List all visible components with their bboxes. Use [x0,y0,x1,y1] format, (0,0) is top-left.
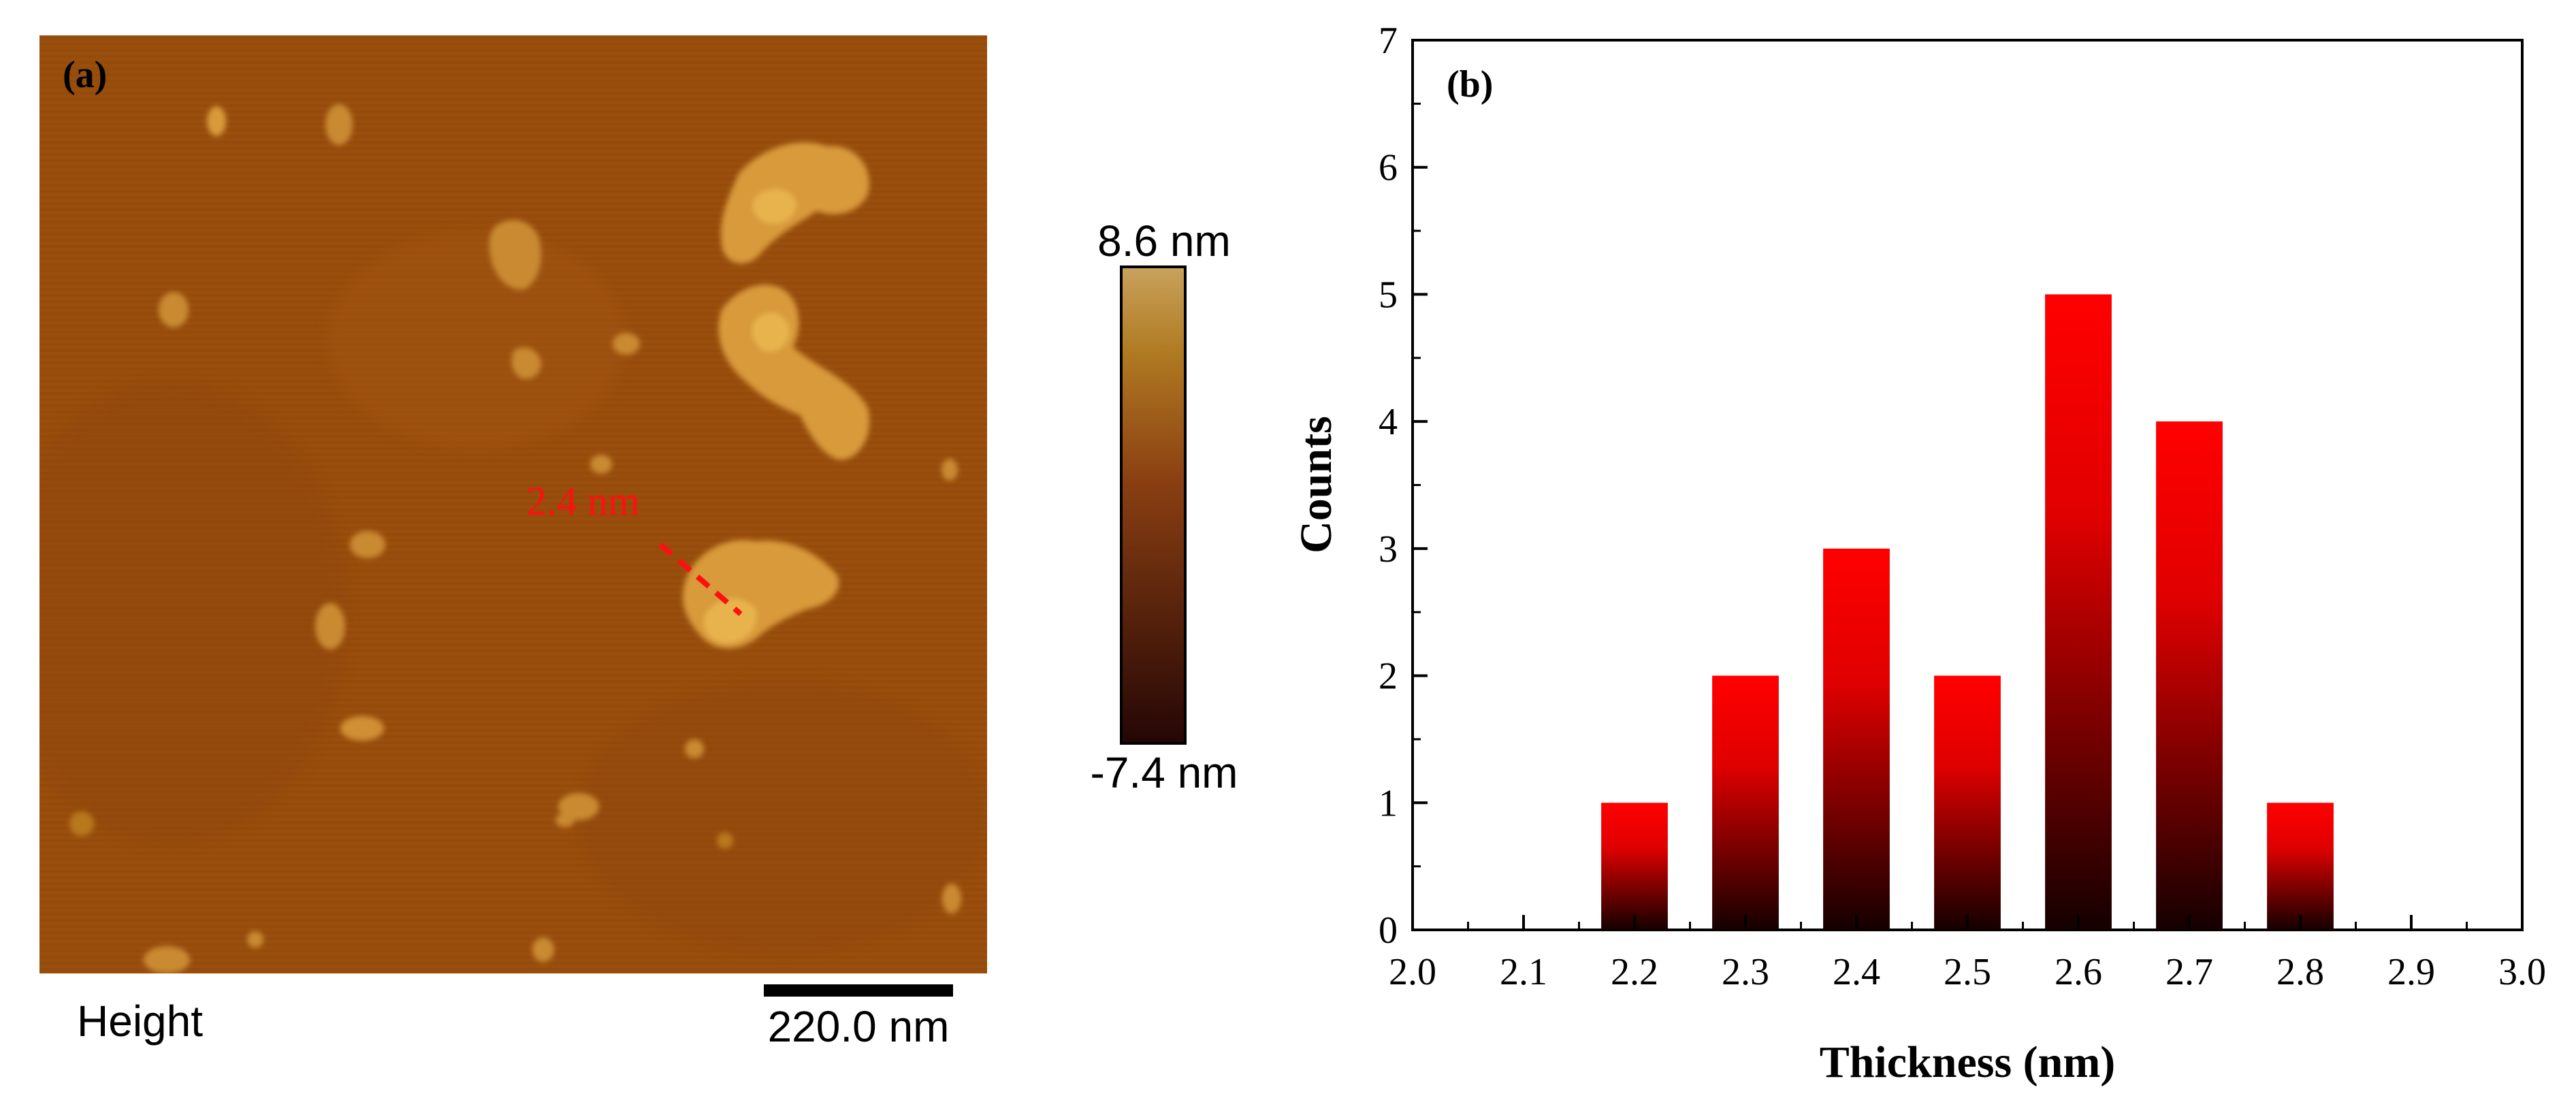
y-tick-label: 5 [1379,274,1398,316]
x-tick-label: 2.6 [2055,951,2102,993]
x-tick-label: 2.9 [2387,951,2435,993]
x-tick-label: 2.1 [1500,951,1547,993]
profile-line [658,542,743,617]
colorbar-max-label: 8.6 nm [1097,216,1231,265]
thickness-histogram: (b) 2.0 2.1 2.2 2.3 2.4 2.5 2.6 2.7 2.8 2.9 3.0 0 1… [1291,20,2546,1087]
y-tick-label: 1 [1379,782,1398,824]
bar-2.4 [1823,548,1890,930]
scale-bar [764,984,953,997]
scale-bar-label: 220.0 nm [768,1002,950,1051]
x-tick-label: 2.3 [1722,951,1769,993]
y-tick-label: 7 [1379,20,1398,62]
y-tick-label: 4 [1379,401,1398,443]
x-tick-label: 2.0 [1389,951,1436,993]
x-tick-label: 2.8 [2276,951,2324,993]
y-tick-label: 2 [1379,656,1398,698]
x-tick-label: 2.7 [2166,951,2213,993]
afm-surface-features [39,35,987,973]
y-axis: 0 1 2 3 4 5 6 7 [1379,20,1428,952]
x-axis-title: Thickness (nm) [1820,1037,2116,1087]
height-colorbar [1120,265,1187,745]
bar-2.3 [1712,675,1779,930]
x-tick-label: 2.5 [1944,951,1991,993]
afm-panel: (a) 2.4 nm Height 220.0 nm 8.6 nm -7.4 n… [39,35,1238,1051]
bar-2.7 [2156,421,2223,930]
x-tick-label: 2.4 [1833,951,1880,993]
x-tick-label: 2.2 [1611,951,1658,993]
x-axis: 2.0 2.1 2.2 2.3 2.4 2.5 2.6 2.7 2.8 2.9 3.0 [1389,915,2546,993]
y-tick-label: 3 [1379,528,1398,570]
panel-b-label: (b) [1447,63,1493,106]
y-tick-label: 6 [1379,147,1398,189]
panel-a-label: (a) [63,54,107,96]
channel-label: Height [77,997,203,1046]
y-axis-title: Counts [1291,416,1341,553]
colorbar-min-label: -7.4 nm [1091,748,1238,797]
bar-2.5 [1934,675,2001,930]
bars [1601,294,2334,930]
bar-2.2 [1601,803,1668,930]
y-tick-label: 0 [1379,909,1398,952]
bar-2.8 [2267,803,2334,930]
thickness-annotation: 2.4 nm [526,479,640,523]
x-tick-label: 3.0 [2498,951,2546,993]
bar-2.6 [2045,294,2112,930]
